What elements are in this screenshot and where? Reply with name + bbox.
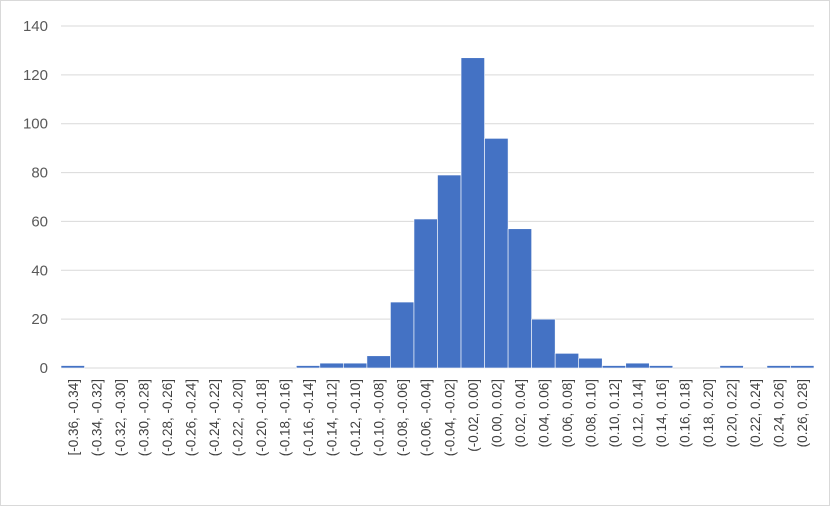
histogram-bar xyxy=(578,357,603,369)
y-tick-label: 120 xyxy=(23,67,48,84)
y-tick-label: 100 xyxy=(23,116,48,133)
x-tick-label: (0.06, 0.08] xyxy=(560,379,575,447)
x-tick-label: (-0.30, -0.28] xyxy=(136,379,151,456)
histogram-bar xyxy=(366,355,391,369)
histogram-bar xyxy=(484,138,509,369)
x-tick-label: (-0.06, -0.04] xyxy=(419,379,434,456)
histogram-bar xyxy=(343,362,368,369)
y-tick-label: 20 xyxy=(31,311,48,328)
histogram-bar xyxy=(413,218,438,369)
x-tick-label: (-0.32, -0.30] xyxy=(113,379,128,456)
x-tick-label: (0.22, 0.24] xyxy=(748,379,763,447)
y-tick-label: 60 xyxy=(31,213,48,230)
x-tick-label: (-0.28, -0.26] xyxy=(160,379,175,456)
x-tick-label: (-0.10, -0.08] xyxy=(372,379,387,456)
histogram-bar xyxy=(648,365,674,369)
x-tick-label: (-0.34, -0.32] xyxy=(89,379,104,456)
x-tick-label: (0.04, 0.06] xyxy=(536,379,551,447)
x-tick-label: (0.26, 0.28] xyxy=(795,379,810,447)
histogram-bar xyxy=(390,301,415,369)
x-tick-label: (-0.16, -0.14] xyxy=(301,379,316,456)
x-tick-label: (0.20, 0.22] xyxy=(725,379,740,447)
histogram-bar xyxy=(554,353,579,369)
x-axis-ticks: [-0.36, -0.34] (-0.34, -0.32] (-0.32, -0.3… xyxy=(66,379,810,456)
y-tick-label: 140 xyxy=(23,18,48,35)
x-tick-label: (-0.14, -0.12] xyxy=(325,379,340,456)
histogram-bar xyxy=(601,365,627,369)
x-tick-label: (-0.26, -0.24] xyxy=(183,379,198,456)
histogram-bar xyxy=(719,365,744,369)
x-tick-label: (-0.24, -0.22] xyxy=(207,379,222,456)
x-tick-label: (-0.20, -0.18] xyxy=(254,379,269,456)
x-tick-label: (-0.18, -0.16] xyxy=(278,379,293,456)
histogram-bar xyxy=(296,365,321,369)
histogram-bar xyxy=(766,365,791,369)
x-tick-label: (-0.08, -0.06] xyxy=(395,379,410,456)
x-tick-label: [-0.36, -0.34] xyxy=(66,379,81,456)
x-tick-label: (0.14, 0.16] xyxy=(654,379,669,447)
histogram-bar xyxy=(60,365,85,369)
y-tick-label: 80 xyxy=(31,165,48,182)
y-tick-label: 0 xyxy=(40,360,48,377)
x-tick-label: (-0.22, -0.20] xyxy=(230,379,245,456)
x-tick-label: (0.16, 0.18] xyxy=(678,379,693,447)
y-tick-label: 40 xyxy=(31,262,48,279)
bars xyxy=(60,57,815,369)
x-tick-label: (0.02, 0.04] xyxy=(513,379,528,447)
histogram-bar xyxy=(437,174,462,369)
x-tick-label: (0.08, 0.10] xyxy=(583,379,598,447)
x-tick-label: (0.12, 0.14] xyxy=(631,379,646,447)
histogram-bar xyxy=(790,365,815,369)
histogram-bar xyxy=(507,228,532,369)
histogram-bar xyxy=(531,318,556,369)
x-tick-label: (-0.12, -0.10] xyxy=(348,379,363,456)
y-axis-ticks: 0 20 40 60 80 100 120 140 xyxy=(23,18,48,377)
x-tick-label: (-0.02, 0.00] xyxy=(466,379,481,452)
histogram-bar xyxy=(625,362,650,369)
x-tick-label: (-0.04, -0.02] xyxy=(442,379,457,456)
x-tick-label: (0.10, 0.12] xyxy=(607,379,622,447)
x-tick-label: (0.24, 0.26] xyxy=(772,379,787,447)
x-tick-label: (0.00, 0.02] xyxy=(489,379,504,447)
histogram-bar xyxy=(460,57,485,369)
x-tick-label: (0.18, 0.20] xyxy=(701,379,716,447)
histogram-bar xyxy=(319,362,344,369)
